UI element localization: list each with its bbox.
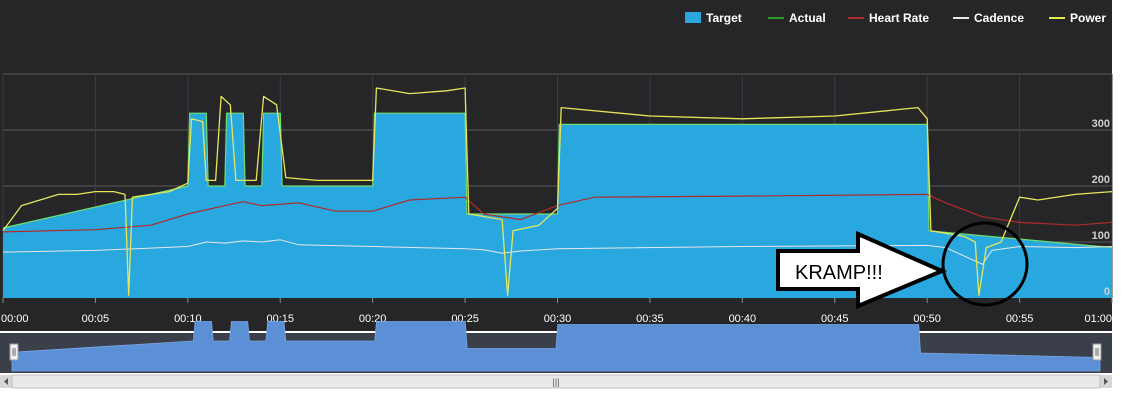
power-line [2,87,1113,296]
legend-item-power[interactable]: Power [1049,11,1106,25]
heart-rate-line [2,193,1113,233]
scrollbar-thumb[interactable] [11,374,1101,389]
legend-item-cadence[interactable]: Cadence [953,11,1024,25]
legend-item-heart-rate[interactable]: Heart Rate [848,11,929,25]
navigator[interactable] [0,321,1112,376]
legend[interactable]: Target Actual Heart Rate Cadence Power [685,11,1106,25]
x-tick-label: 01:00 [1084,313,1112,325]
kramp-annotation: KRAMP!!! [776,221,1029,309]
legend-item-target[interactable]: Target [685,11,742,25]
cadence-line [2,239,1113,265]
y-tick-label: 100 [1092,230,1110,242]
legend-label: Cadence [974,11,1024,25]
series-layer [2,87,1113,296]
scrollbar-grip[interactable]: ||| [552,377,559,387]
legend-label: Actual [789,11,826,25]
x-tick-label: 00:35 [636,313,664,325]
navigator-right-handle[interactable] [1092,343,1102,361]
x-tick-label: 00:50 [913,313,941,325]
legend-swatch [685,12,701,23]
y-tick-label: 200 [1092,174,1110,186]
x-tick-label: 00:45 [821,313,849,325]
x-tick-label: 00:05 [82,313,110,325]
scrollbar[interactable]: ||| [0,374,1112,389]
x-tick-label: 00:00 [1,313,29,325]
x-tick-label: 00:30 [544,313,572,325]
legend-label: Heart Rate [869,11,929,25]
legend-label: Power [1070,11,1106,25]
y-axis-ticks: 0 100 200 300 [1092,118,1110,298]
annotation-circle [941,221,1029,307]
legend-label: Target [706,11,742,25]
y-tick-label: 300 [1092,118,1110,130]
navigator-left-handle[interactable] [9,343,19,361]
x-tick-label: 00:40 [729,313,757,325]
legend-item-actual[interactable]: Actual [768,11,826,25]
scroll-right-arrow-icon[interactable] [1104,378,1108,385]
x-tick-label: 00:55 [1006,313,1034,325]
navigator-series [11,321,1101,372]
scroll-left-arrow-icon[interactable] [4,378,8,385]
annotation-arrow [776,230,948,309]
navigator-target-area [11,321,1101,372]
annotation-label: KRAMP!!! [795,262,883,284]
y-tick-label: 0 [1104,286,1110,298]
